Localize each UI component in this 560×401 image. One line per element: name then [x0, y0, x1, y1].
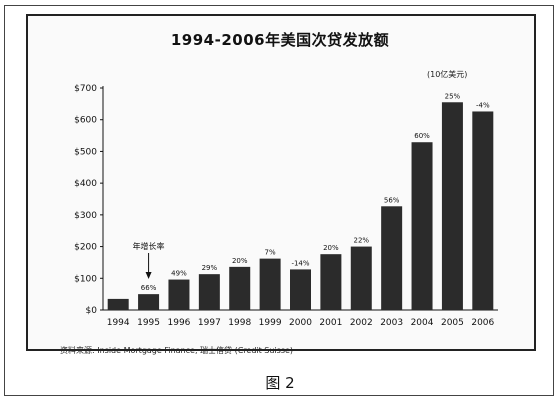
x-tick-label: 1995	[137, 318, 160, 328]
bar-1997	[198, 274, 220, 310]
annotation-arrow-head	[145, 272, 152, 279]
bar-1995	[138, 294, 160, 310]
figure-caption: 图 2	[265, 374, 295, 392]
x-tick-label: 2004	[411, 318, 434, 328]
data-label: 60%	[414, 132, 430, 140]
annotation-label: 年增长率	[133, 241, 165, 251]
x-tick-label: 1999	[259, 318, 282, 328]
data-label: 49%	[171, 270, 187, 278]
data-label: -14%	[291, 259, 309, 267]
y-tick-label: $400	[74, 179, 97, 189]
data-label: 56%	[384, 196, 400, 204]
bar-2002	[350, 246, 372, 310]
y-tick-label: $600	[74, 116, 97, 126]
y-tick-label: $700	[74, 84, 97, 94]
data-label: -4%	[476, 101, 490, 109]
x-tick-label: 1998	[228, 318, 251, 328]
bar-2001	[320, 254, 342, 310]
bar-2005	[441, 102, 463, 311]
x-tick-label: 2006	[471, 318, 494, 328]
unit-label: (10亿美元)	[427, 70, 468, 79]
figure-frame	[4, 5, 554, 396]
x-tick-label: 2003	[380, 318, 403, 328]
x-tick-label: 2002	[350, 318, 373, 328]
y-tick-label: $500	[74, 147, 97, 157]
bar-1998	[229, 266, 251, 310]
bar-1999	[259, 258, 281, 310]
x-tick-label: 2000	[289, 318, 312, 328]
data-label: 25%	[445, 92, 461, 100]
bar-1996	[168, 279, 190, 310]
bar-2000	[290, 269, 311, 310]
bar-2003	[381, 206, 403, 310]
x-tick-label: 1996	[168, 318, 191, 328]
source-note: 资料来源: Inside Mortgage Finance, 瑞士信贷 (Cre…	[60, 346, 294, 355]
data-label: 29%	[202, 264, 218, 272]
bar-2006	[472, 111, 494, 311]
y-tick-label: $200	[74, 243, 97, 253]
x-tick-label: 2001	[319, 318, 342, 328]
x-tick-label: 1994	[107, 318, 130, 328]
x-tick-label: 1997	[198, 318, 221, 328]
y-tick-label: $300	[74, 211, 97, 221]
data-label: 20%	[323, 244, 339, 252]
data-label: 22%	[353, 237, 369, 245]
data-label: 7%	[265, 249, 276, 257]
chart-title: 1994-2006年美国次贷发放额	[170, 31, 390, 49]
bar-2004	[411, 142, 433, 310]
data-label: 66%	[141, 284, 157, 292]
x-tick-label: 2005	[441, 318, 464, 328]
bar-1994	[107, 298, 129, 310]
y-tick-label: $100	[74, 274, 97, 284]
y-tick-label: $0	[86, 306, 98, 316]
data-label: 20%	[232, 257, 248, 265]
